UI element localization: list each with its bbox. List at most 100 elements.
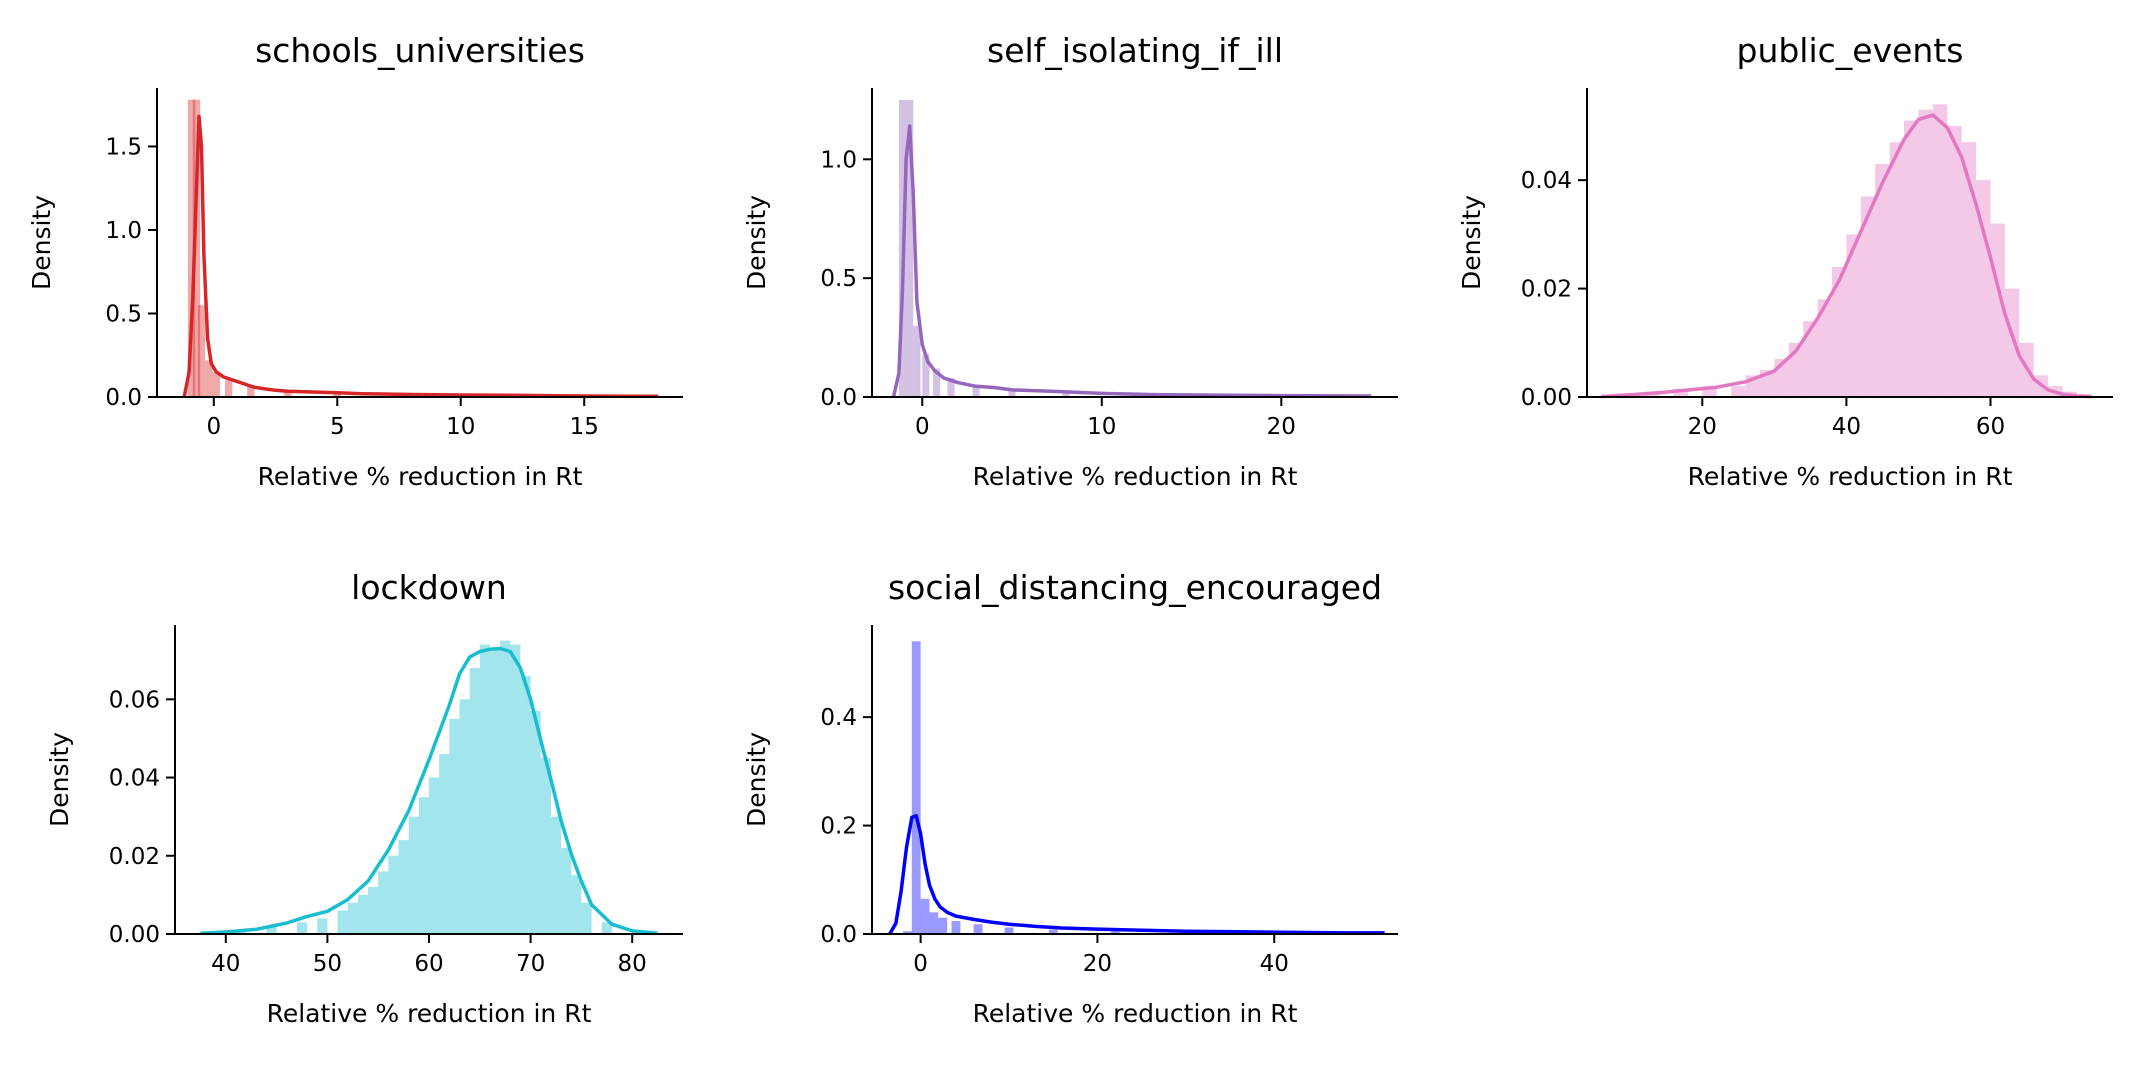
histogram-bar — [1048, 929, 1058, 934]
kde-line — [1601, 113, 2092, 399]
histogram-bar — [1875, 163, 1890, 397]
histogram-bars — [1615, 104, 2092, 398]
x-tick-label: 20 — [1267, 414, 1296, 440]
histogram-bar — [510, 644, 521, 934]
histogram-bar — [922, 354, 930, 397]
x-axis-label: Relative % reduction in Rt — [973, 462, 1298, 491]
histogram-bar — [449, 718, 460, 934]
histogram-bar — [933, 368, 941, 397]
y-tick-label: 0.4 — [820, 705, 857, 731]
x-tick-label: 40 — [211, 951, 240, 977]
histogram-bar — [561, 847, 572, 934]
histogram-bar — [951, 920, 961, 934]
histogram-bar — [337, 910, 348, 934]
histogram-bar — [1803, 321, 1818, 397]
x-tick-label: 60 — [1976, 414, 2005, 440]
histogram-bar — [347, 902, 358, 934]
y-tick-label: 0.00 — [109, 922, 160, 948]
y-axis-label: Density — [27, 195, 56, 290]
histogram-bar — [913, 325, 921, 397]
subplot-1: 0 5 10 15 0.0 0.5 1.0 1.5 schools_universities Re… — [27, 31, 683, 491]
histogram-bar — [1004, 927, 1014, 934]
histogram-bar — [459, 699, 470, 934]
y-axis-label: Density — [45, 732, 74, 827]
histogram-bar — [418, 797, 429, 934]
subplot-2: 0 10 20 0.0 0.5 1.0 self_isolating_if_ill Relat… — [742, 31, 1398, 491]
histogram-bar — [938, 917, 948, 934]
histogram-bar — [920, 898, 930, 934]
y-axis-label: Density — [1457, 195, 1486, 290]
histogram-bar — [530, 711, 541, 934]
subplot-4: 40 50 60 70 80 0.00 0.02 0.04 0.06 lockdown Relati… — [45, 568, 683, 1028]
y-tick-label: 0.00 — [1521, 385, 1572, 411]
y-tick-label: 0.5 — [105, 301, 142, 327]
histogram-bar — [333, 393, 341, 397]
y-axis-label: Density — [742, 732, 771, 827]
histogram-bar — [540, 757, 551, 934]
y-tick-label: 0.5 — [820, 266, 857, 292]
histogram-bar — [1008, 389, 1016, 397]
x-tick-label: 20 — [1083, 951, 1112, 977]
histogram-bar — [911, 641, 921, 934]
kde-line — [891, 124, 1372, 398]
histogram-bar — [205, 360, 213, 397]
histogram-bar — [571, 875, 582, 934]
subplot-title: self_isolating_if_ill — [987, 31, 1283, 70]
x-axis-label: Relative % reduction in Rt — [267, 999, 592, 1028]
histogram-bar — [489, 648, 501, 934]
histogram-bar — [197, 305, 206, 397]
histogram-bar — [212, 371, 220, 397]
histogram-bar — [479, 644, 490, 934]
histogram-bar — [1904, 120, 1919, 398]
x-tick-label: 15 — [570, 414, 599, 440]
histogram-bar — [601, 922, 612, 934]
y-tick-label: 1.5 — [105, 134, 142, 160]
subplot-title: lockdown — [351, 568, 507, 607]
histogram-bar — [550, 816, 562, 934]
y-tick-label: 0.0 — [820, 385, 857, 411]
histogram-bar — [1961, 142, 1977, 397]
histogram-bar — [408, 816, 419, 934]
histogram-bar — [520, 675, 531, 934]
x-tick-label: 60 — [414, 951, 443, 977]
histogram-bar — [973, 924, 983, 934]
histogram-bar — [224, 380, 233, 397]
histogram-bar — [378, 871, 389, 934]
histogram-bar — [1731, 386, 1746, 397]
histogram-bar — [1860, 196, 1876, 397]
x-tick-label: 40 — [1260, 951, 1289, 977]
histogram-bar — [1918, 109, 1933, 398]
x-tick-label: 10 — [446, 414, 475, 440]
histogram-bar — [469, 668, 480, 934]
histogram-bar — [296, 922, 308, 934]
histogram-bar — [2004, 288, 2020, 397]
histogram-bar — [1846, 234, 1861, 397]
y-tick-label: 0.06 — [109, 687, 160, 713]
subplot-5: 0 20 40 0.0 0.2 0.4 social_distancing_encourag… — [742, 568, 1398, 1028]
y-tick-label: 0.0 — [105, 385, 142, 411]
x-axis-label: Relative % reduction in Rt — [1688, 462, 2013, 491]
y-tick-label: 0.2 — [820, 814, 857, 840]
kde-line — [888, 814, 1385, 935]
histogram-bar — [1831, 266, 1847, 397]
x-tick-label: 0 — [206, 414, 221, 440]
x-tick-label: 40 — [1832, 414, 1861, 440]
histogram-bar — [1947, 125, 1962, 398]
y-tick-label: 1.0 — [820, 147, 857, 173]
histogram-bar — [902, 931, 912, 934]
subplot-title: social_distancing_encouraged — [888, 568, 1382, 607]
y-axis-label: Density — [742, 195, 771, 290]
histogram-bars — [205, 640, 643, 934]
y-tick-label: 1.0 — [105, 218, 142, 244]
histogram-bar — [266, 926, 277, 934]
histogram-bars — [187, 99, 613, 397]
kde-line — [200, 646, 658, 935]
histogram-bar — [1889, 142, 1905, 397]
y-tick-label: 0.04 — [1521, 168, 1572, 194]
histogram-bar — [398, 840, 409, 934]
x-tick-label: 0 — [915, 414, 930, 440]
histogram-bar — [972, 385, 980, 397]
x-tick-label: 80 — [618, 951, 647, 977]
histogram-bar — [1702, 386, 1717, 397]
